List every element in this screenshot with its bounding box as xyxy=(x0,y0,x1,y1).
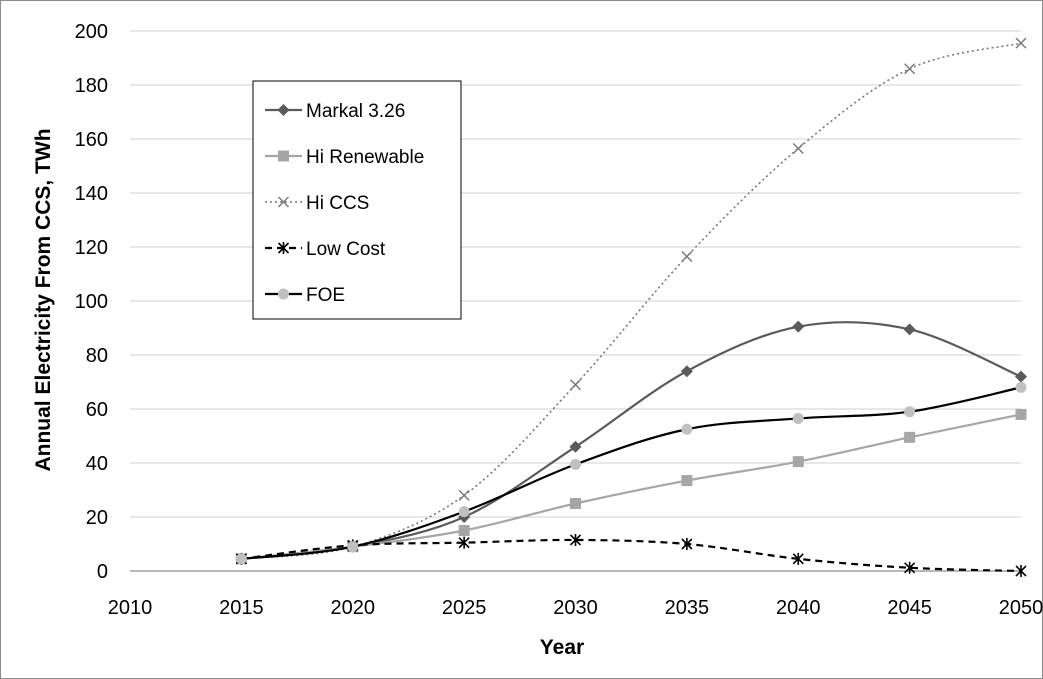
x-tick-label: 2020 xyxy=(331,597,376,619)
y-tick-label: 180 xyxy=(75,75,108,97)
legend-marker xyxy=(277,104,290,116)
legend-label: FOE xyxy=(306,285,345,306)
legend: Markal 3.26 Hi Renewable Hi CCS Low Cost FOE xyxy=(252,80,462,320)
data-point-hi-renewable xyxy=(681,475,693,487)
data-point-foe xyxy=(681,423,693,435)
data-point-foe xyxy=(904,406,916,418)
legend-marker xyxy=(278,150,289,162)
series-foe xyxy=(235,381,1027,565)
legend-marker xyxy=(278,196,289,208)
data-point-hi-ccs xyxy=(681,250,693,262)
data-point-markal-3-26 xyxy=(569,440,582,453)
x-tick-label: 2015 xyxy=(219,597,264,619)
x-tick-label: 2045 xyxy=(887,597,932,619)
data-point-hi-ccs xyxy=(458,489,470,501)
data-point-low-cost xyxy=(681,538,693,550)
legend-marker xyxy=(278,288,289,300)
data-point-low-cost xyxy=(569,533,582,546)
y-tick-label: 140 xyxy=(75,183,108,205)
data-point-foe xyxy=(570,458,581,470)
data-point-hi-renewable xyxy=(1015,408,1027,420)
data-point-foe xyxy=(458,506,470,518)
legend-label: Markal 3.26 xyxy=(306,101,405,122)
y-tick-label: 100 xyxy=(75,291,108,313)
x-tick-label: 2050 xyxy=(999,597,1043,619)
legend-label: Hi Renewable xyxy=(306,147,424,168)
data-point-hi-renewable xyxy=(904,431,916,443)
series-line-hi-ccs xyxy=(241,42,1022,560)
data-point-markal-3-26 xyxy=(903,323,916,336)
x-tick-label: 2035 xyxy=(665,597,710,619)
legend-item-foe: FOE xyxy=(265,285,345,306)
y-tick-label: 60 xyxy=(86,399,108,421)
x-tick-label: 2030 xyxy=(553,597,598,619)
y-tick-label: 80 xyxy=(86,345,108,367)
legend-item-markal-3-26: Markal 3.26 xyxy=(265,101,405,122)
x-axis-title: Year xyxy=(540,636,584,659)
legend-label: Low Cost xyxy=(306,239,386,260)
y-tick-label: 40 xyxy=(86,453,108,475)
series-lines xyxy=(235,37,1027,577)
legend-box xyxy=(252,80,462,320)
data-point-foe xyxy=(235,553,247,565)
legend-marker xyxy=(277,242,290,254)
legend-label: Hi CCS xyxy=(306,193,369,214)
y-tick-label: 200 xyxy=(75,21,108,43)
data-point-foe xyxy=(792,412,804,424)
y-tick-label: 160 xyxy=(75,129,108,151)
data-point-markal-3-26 xyxy=(792,320,805,333)
data-point-low-cost xyxy=(458,536,470,549)
y-tick-label: 20 xyxy=(86,507,108,529)
data-point-hi-ccs xyxy=(570,379,581,391)
data-point-foe xyxy=(347,541,359,553)
legend-item-low-cost: Low Cost xyxy=(265,239,386,260)
x-tick-label: 2025 xyxy=(442,597,487,619)
data-point-markal-3-26 xyxy=(680,365,693,378)
data-point-foe xyxy=(1015,381,1027,393)
data-point-markal-3-26 xyxy=(1015,370,1027,383)
data-point-low-cost xyxy=(904,561,916,574)
legend-item-hi-renewable: Hi Renewable xyxy=(265,147,424,168)
legend-item-hi-ccs: Hi CCS xyxy=(265,193,369,214)
data-point-hi-ccs xyxy=(1015,37,1027,49)
data-point-low-cost xyxy=(792,552,804,565)
series-line-foe xyxy=(241,386,1022,560)
data-point-hi-ccs xyxy=(792,142,804,154)
y-tick-label: 0 xyxy=(97,561,108,583)
data-point-hi-renewable xyxy=(570,498,581,509)
data-point-hi-renewable xyxy=(792,456,804,468)
data-point-hi-renewable xyxy=(458,525,470,536)
y-axis-title: Annual Electricity From CCS, TWh xyxy=(32,128,55,471)
x-tick-label: 2010 xyxy=(108,597,153,619)
y-tick-label: 120 xyxy=(75,237,108,259)
x-tick-label: 2040 xyxy=(776,597,821,619)
data-point-low-cost xyxy=(1015,565,1027,577)
data-point-hi-ccs xyxy=(904,63,916,75)
